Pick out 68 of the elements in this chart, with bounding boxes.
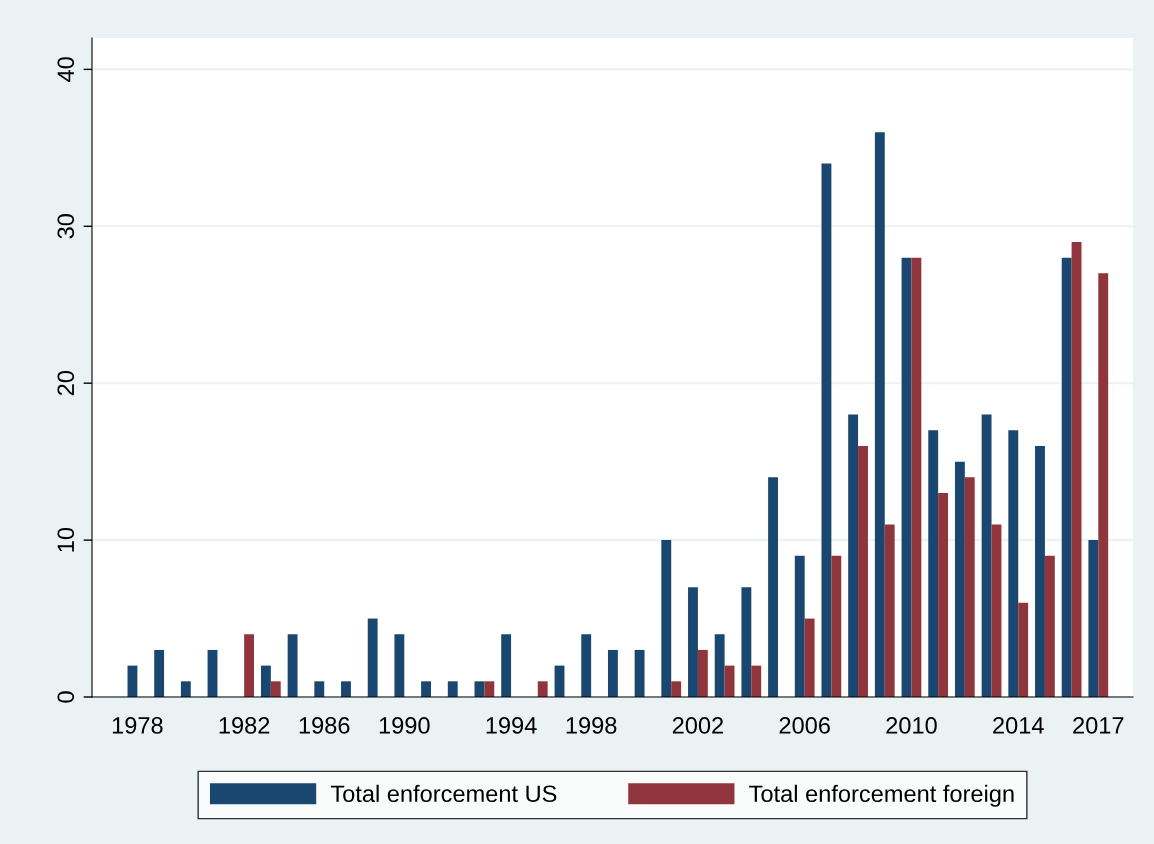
bar: [928, 430, 939, 697]
bar: [484, 681, 495, 697]
bar: [821, 163, 832, 697]
bar: [1071, 241, 1082, 697]
x-tick-label: 1978: [112, 717, 163, 734]
bar: [1098, 273, 1109, 697]
bar: [804, 618, 815, 697]
bar: [831, 555, 842, 697]
x-tick-label: 2017: [1073, 717, 1124, 734]
bar: [901, 257, 912, 697]
bar: [794, 555, 805, 697]
bar: [314, 681, 325, 697]
bar: [714, 634, 725, 697]
y-tick-label: 30: [57, 214, 75, 239]
bar: [501, 634, 512, 697]
bar: [964, 477, 975, 697]
y-tick-label: 20: [57, 370, 75, 396]
bar: [768, 477, 778, 697]
bar: [954, 461, 965, 697]
bar: [661, 540, 672, 697]
y-tick-label: 0: [57, 691, 75, 703]
bar: [1035, 445, 1045, 697]
bar: [858, 445, 868, 697]
x-tick-label: 1998: [566, 717, 617, 734]
y-tick-label: 10: [57, 527, 75, 552]
bar: [671, 681, 682, 697]
bar: [697, 649, 708, 697]
bar: [244, 634, 255, 697]
bar: [394, 634, 405, 697]
bar: [981, 414, 992, 697]
bar: [154, 649, 165, 697]
bar: [848, 414, 859, 697]
bar: [270, 681, 281, 697]
bar: [991, 524, 1002, 697]
x-tick-label: 1986: [299, 717, 350, 734]
legend-label: Total enforcement US: [330, 784, 557, 803]
bar: [884, 524, 895, 697]
bar: [1008, 430, 1019, 697]
x-tick-label: 1994: [486, 717, 537, 734]
bar: [180, 681, 191, 697]
x-tick-label: 2010: [886, 717, 937, 734]
y-tick-label: 40: [57, 57, 75, 82]
bar: [367, 618, 378, 697]
bar: [874, 132, 885, 697]
x-tick-label: 1990: [379, 717, 430, 734]
bar: [537, 681, 548, 697]
bar: [911, 257, 922, 697]
bar: [1061, 257, 1072, 697]
bar: [938, 493, 949, 697]
bar: [421, 681, 431, 697]
x-tick-label: 1982: [219, 717, 270, 734]
bar: [741, 587, 752, 697]
bar: [751, 665, 762, 697]
bar: [634, 649, 645, 697]
bar: [581, 634, 592, 697]
x-tick-label: 2014: [993, 717, 1044, 734]
bar: [341, 681, 351, 697]
bar: [1044, 555, 1055, 697]
x-tick-label: 2002: [672, 717, 723, 734]
bar: [447, 681, 458, 697]
bar: [260, 665, 271, 697]
bar: [688, 587, 698, 697]
bar: [287, 634, 298, 697]
bar: [1018, 602, 1029, 697]
bar: [1088, 540, 1099, 697]
x-tick-label: 2006: [779, 717, 830, 734]
legend-label: Total enforcement foreign: [749, 784, 1014, 807]
bar: [607, 649, 618, 697]
